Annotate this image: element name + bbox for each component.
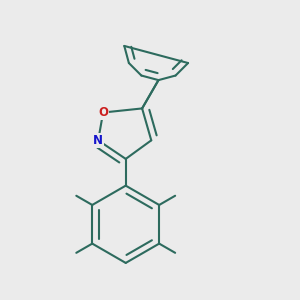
Text: N: N: [93, 134, 103, 147]
Text: O: O: [98, 106, 108, 119]
